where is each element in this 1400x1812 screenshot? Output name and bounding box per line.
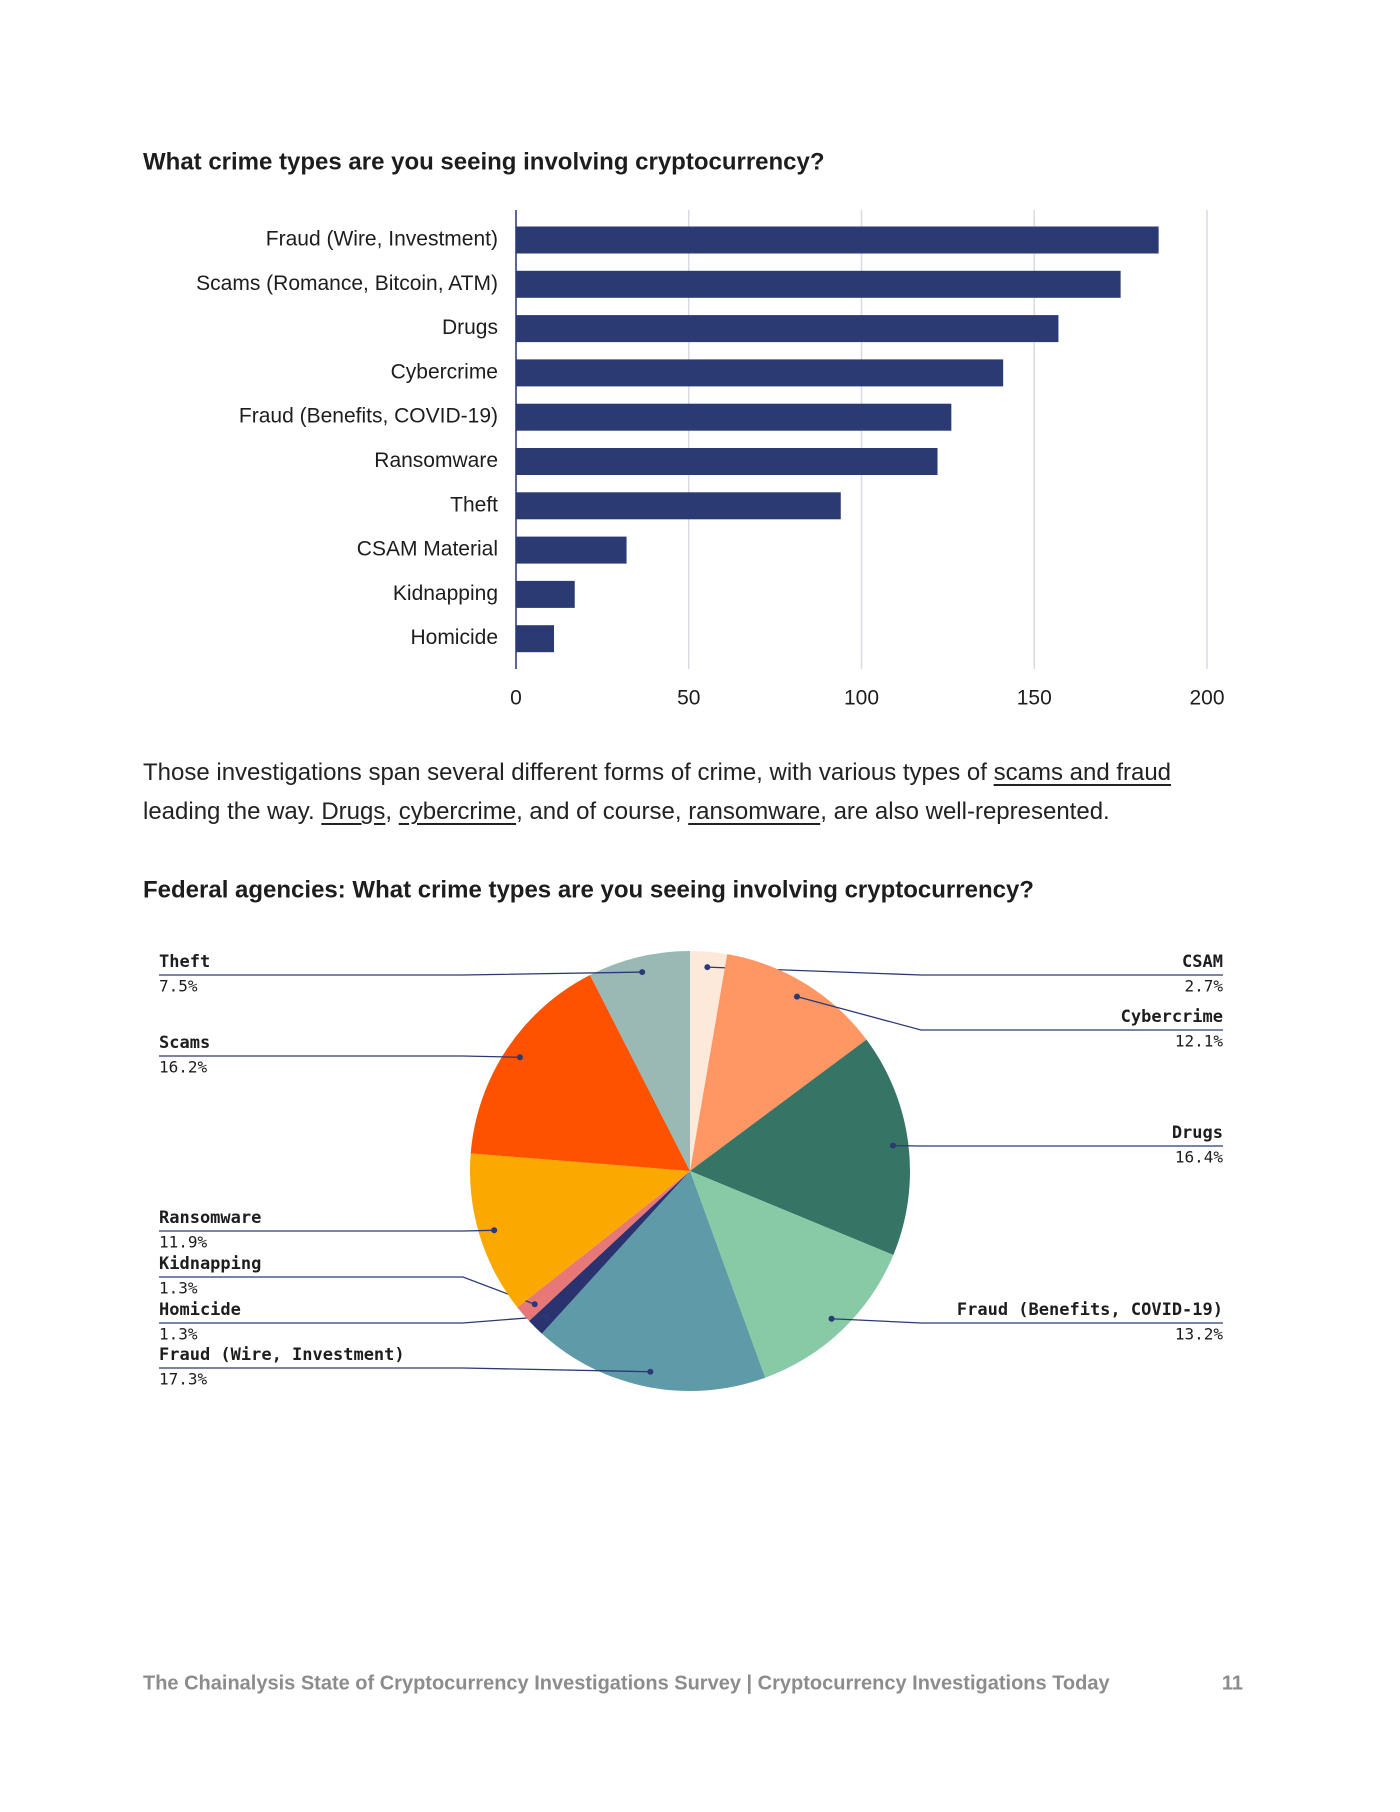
chart-title: Federal agencies: What crime types are y… (143, 876, 1034, 903)
leader-dot (890, 1142, 897, 1149)
leader-dot (704, 964, 711, 971)
slice-label: Fraud (Wire, Investment) (159, 1345, 405, 1365)
x-tick-label: 0 (510, 687, 522, 710)
footer-text: The Chainalysis State of Cryptocurrency … (143, 1672, 1110, 1694)
pie-slice (690, 1039, 910, 1255)
slice-value-label: 1.3% (159, 1279, 198, 1298)
slice-value-label: 2.7% (1184, 977, 1223, 996)
slice-label: Scams (159, 1033, 210, 1053)
category-label: Drugs (442, 316, 498, 339)
leader-dot (516, 1054, 523, 1061)
slice-value-label: 7.5% (159, 977, 198, 996)
slice-value-label: 16.2% (159, 1058, 208, 1077)
pie-slice (469, 1153, 690, 1308)
leader-line (831, 1318, 1223, 1324)
chart-title: What crime types are you seeing involvin… (143, 148, 825, 175)
leader-dot (491, 1227, 498, 1234)
slice-label: Homicide (159, 1300, 241, 1320)
leader-line (159, 1367, 651, 1373)
pie-slice (590, 951, 690, 1171)
slice-value-label: 17.3% (159, 1370, 208, 1389)
text-run: leading the way. (143, 798, 322, 825)
leader-dot (828, 1315, 835, 1322)
leader-dot (543, 1313, 550, 1320)
x-tick-label: 100 (844, 687, 879, 710)
slice-label: Theft (159, 952, 210, 972)
bar (516, 270, 1121, 298)
text-run: Those investigations span several differ… (143, 759, 994, 786)
slice-value-label: 12.1% (1175, 1032, 1224, 1051)
bar (516, 226, 1159, 254)
category-label: Theft (450, 493, 498, 516)
x-tick-label: 150 (1017, 687, 1052, 710)
bar (516, 359, 1004, 387)
slice-value-label: 1.3% (159, 1325, 198, 1344)
category-label: Fraud (Benefits, COVID-19) (239, 405, 498, 428)
category-label: Ransomware (374, 449, 498, 472)
leader-line (159, 971, 643, 976)
leader-dot (647, 1368, 654, 1375)
x-tick-label: 200 (1189, 687, 1224, 710)
slice-label: Kidnapping (159, 1254, 261, 1274)
slice-value-label: 13.2% (1175, 1325, 1224, 1344)
category-label: Scams (Romance, Bitcoin, ATM) (196, 272, 498, 295)
link[interactable]: Drugs (321, 798, 386, 825)
leader-dot (793, 993, 800, 1000)
paragraph: Those investigations span several differ… (143, 753, 1253, 831)
pie-slice (470, 975, 690, 1171)
category-label: CSAM Material (357, 538, 498, 561)
bar (516, 492, 841, 520)
slice-value-label: 11.9% (159, 1233, 208, 1252)
category-label: Kidnapping (393, 582, 498, 605)
x-tick-label: 50 (677, 687, 700, 710)
leader-line (796, 995, 1223, 1031)
slice-label: Ransomware (159, 1208, 261, 1228)
category-label: Cybercrime (391, 360, 498, 383)
bar (516, 403, 952, 431)
bar (516, 536, 627, 564)
text-run: , and of course, (516, 798, 689, 825)
slice-value-label: 16.4% (1175, 1148, 1224, 1167)
pie-slice (517, 1171, 690, 1321)
pie-slice (690, 1171, 894, 1378)
bar (516, 625, 555, 653)
bar (516, 580, 575, 608)
link[interactable]: ransomware (688, 798, 821, 825)
link[interactable]: scams and fraud (993, 759, 1172, 786)
page-number: 11 (1222, 1672, 1243, 1694)
bar (516, 448, 938, 475)
slice-label: CSAM (1182, 952, 1223, 972)
slice-label: Fraud (Benefits, COVID-19) (957, 1300, 1223, 1320)
category-label: Fraud (Wire, Investment) (266, 228, 498, 251)
pie-slice (541, 1171, 766, 1391)
text-run: , (385, 798, 399, 825)
link[interactable]: cybercrime (398, 798, 517, 825)
leader-dot (531, 1301, 538, 1308)
bar (516, 315, 1059, 343)
slice-label: Cybercrime (1121, 1007, 1223, 1027)
pie-slice (690, 951, 728, 1171)
pie-slice (529, 1171, 690, 1334)
text-run: , are also well-represented. (820, 798, 1110, 825)
leader-dot (639, 969, 646, 976)
leader-line (159, 1055, 520, 1058)
leader-line (159, 1229, 495, 1232)
category-label: Homicide (410, 626, 498, 649)
pie-slice (690, 954, 867, 1171)
slice-label: Drugs (1172, 1123, 1223, 1143)
leader-line (159, 1315, 547, 1324)
